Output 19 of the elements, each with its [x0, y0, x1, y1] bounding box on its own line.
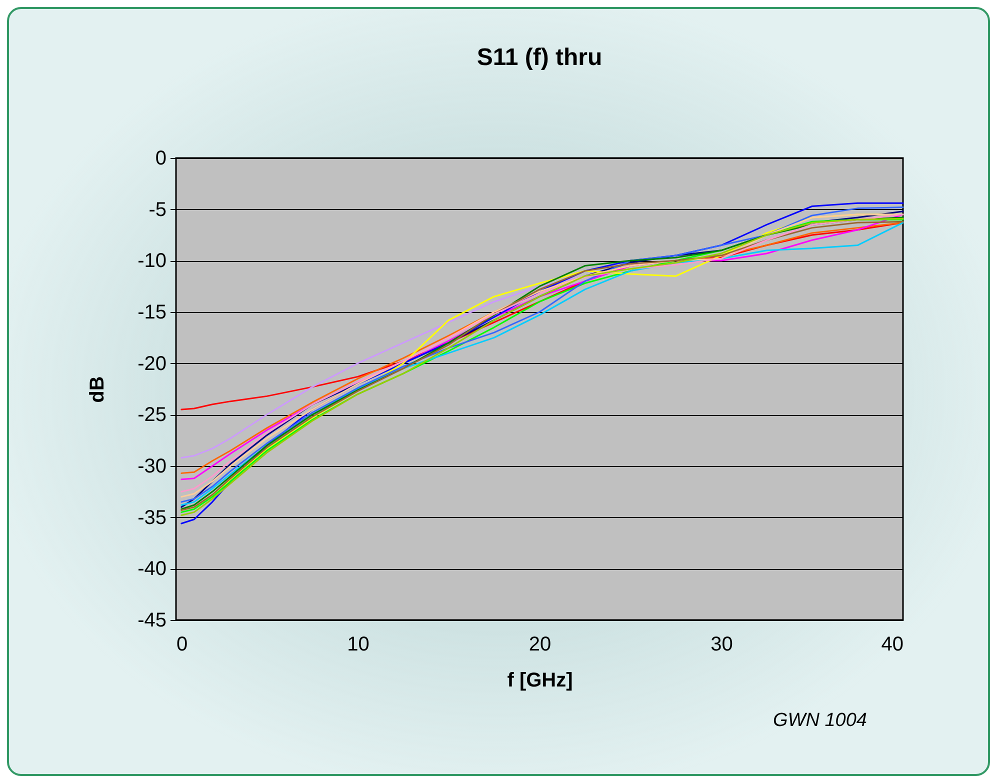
x-axis-title: f [GHz]: [507, 670, 573, 692]
y-tick-label: -40: [138, 558, 166, 580]
y-tick-label: 0: [155, 148, 166, 170]
x-tick-label: 0: [176, 634, 188, 656]
y-tick-label: -45: [138, 610, 166, 632]
y-tick-label: -35: [138, 506, 166, 529]
y-tick-label: -20: [138, 352, 166, 375]
y-tick-label: -25: [138, 404, 166, 426]
chart-title: S11 (f) thru: [476, 44, 602, 71]
y-tick-label: -30: [138, 456, 166, 478]
x-tick-label: 30: [710, 634, 733, 656]
text: GWN 1004: [772, 710, 868, 732]
x-tick-label: 40: [881, 634, 904, 656]
y-axis-title: dB: [86, 376, 109, 403]
x-tick-label: 20: [528, 634, 552, 656]
y-tick-label: -15: [138, 302, 166, 324]
y-tick-label: -10: [138, 250, 166, 272]
y-tick-label: -5: [148, 198, 166, 221]
x-tick-label: 10: [347, 634, 370, 656]
